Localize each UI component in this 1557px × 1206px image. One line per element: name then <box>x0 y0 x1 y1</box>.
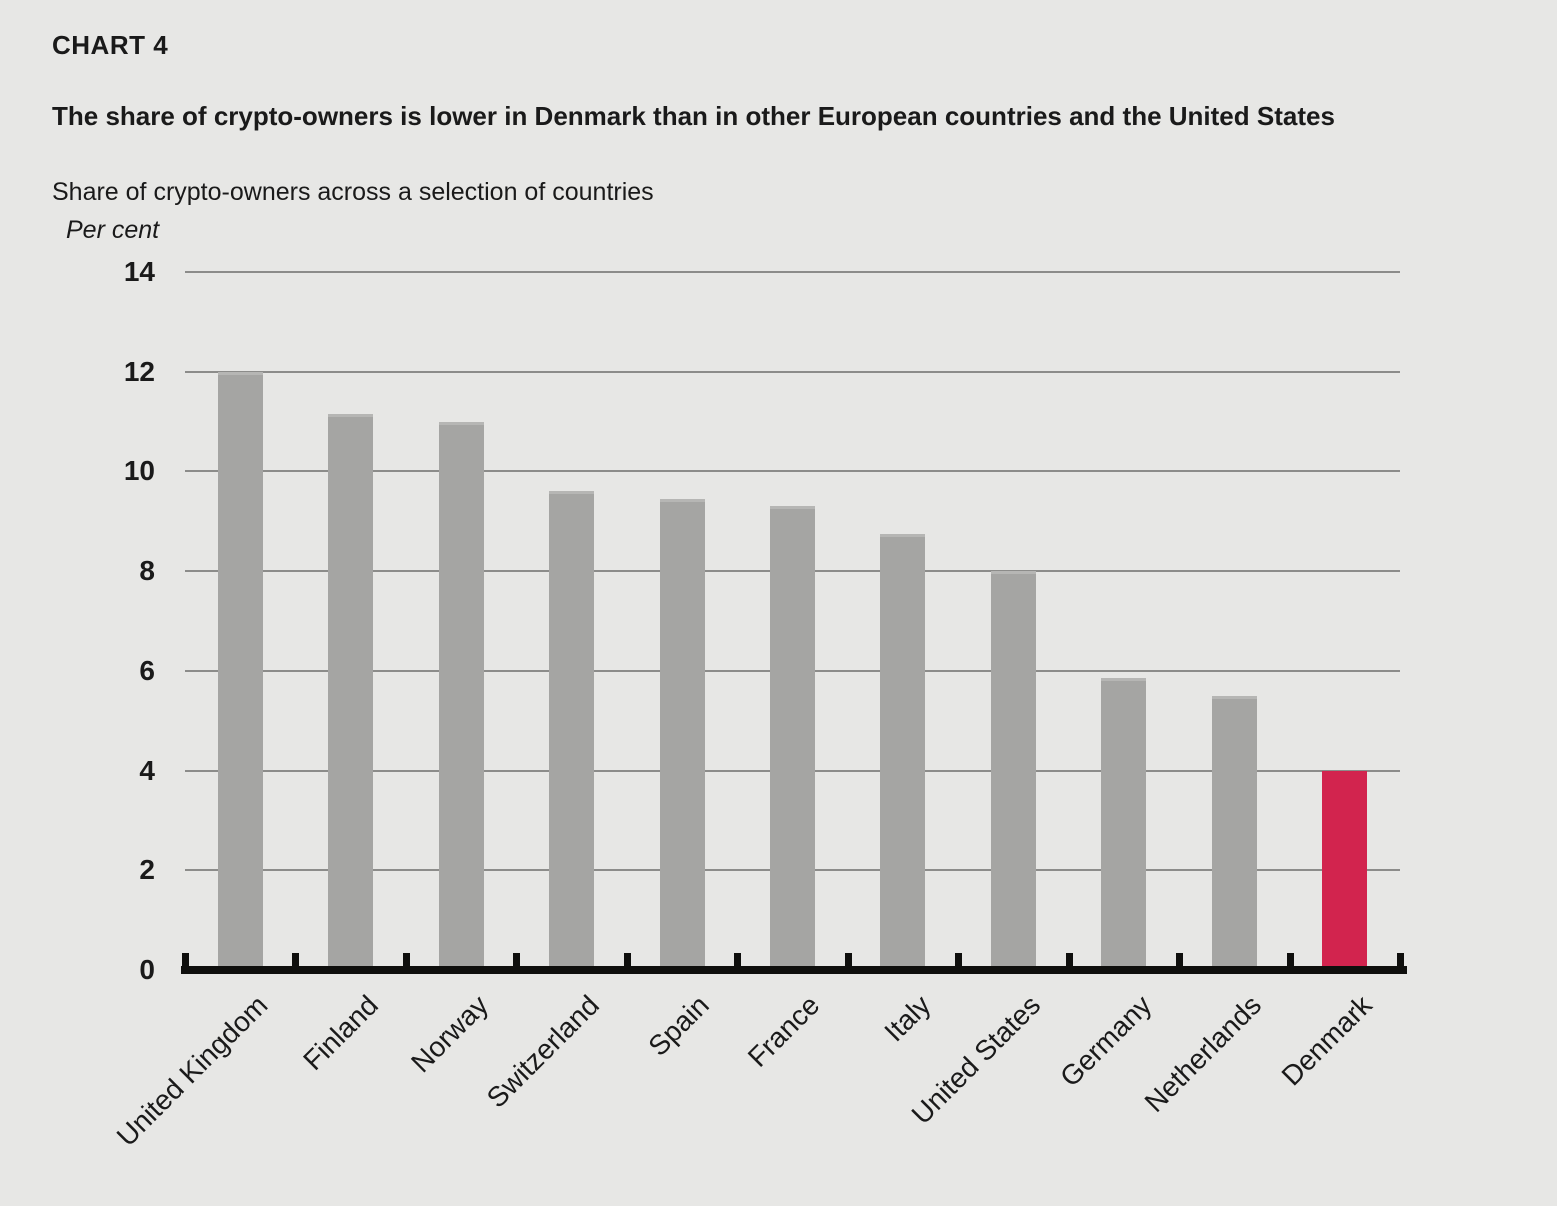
x-tick-label-germany: Germany <box>1053 989 1158 1093</box>
x-axis-tick <box>734 953 742 967</box>
x-tick-label-italy: Italy <box>877 989 937 1048</box>
plot-area: 0 2 4 6 8 10 12 14 United Kingdom Finland Norway Sw… <box>111 256 1407 1152</box>
bar-germany <box>1101 678 1147 970</box>
x-tick-label-united-kingdom: United Kingdom <box>110 989 274 1153</box>
bar-finland <box>328 414 374 970</box>
x-axis-tick <box>1286 953 1294 967</box>
x-tick-label-netherlands: Netherlands <box>1138 989 1268 1118</box>
x-axis-tick <box>182 953 189 967</box>
gridline-y-12 <box>185 370 1400 373</box>
chart-kicker: CHART 4 <box>52 30 169 60</box>
bar-denmark <box>1322 770 1368 970</box>
chart-subtitle: Share of crypto-owners across a selectio… <box>52 178 654 206</box>
x-tick-label-norway: Norway <box>405 989 495 1079</box>
bar-norway <box>438 421 484 970</box>
y-tick-label-6: 6 <box>139 654 155 686</box>
y-tick-label-0: 0 <box>139 954 155 985</box>
y-tick-label-4: 4 <box>139 754 155 786</box>
bar-netherlands <box>1211 695 1257 970</box>
x-axis-tick <box>1397 953 1404 967</box>
y-tick-label-14: 14 <box>123 256 155 287</box>
y-tick-label-10: 10 <box>123 455 155 487</box>
bar-spain <box>659 498 705 970</box>
x-axis-tick <box>402 953 410 967</box>
x-tick-label-france: France <box>742 989 826 1073</box>
x-axis-tick <box>844 953 852 967</box>
bar-united-kingdom <box>217 371 263 970</box>
x-axis-tick <box>513 953 521 967</box>
x-axis-tick <box>955 953 963 967</box>
gridline-y-14 <box>185 271 1400 273</box>
x-axis-tick <box>292 953 300 967</box>
x-axis-tick <box>1176 953 1184 967</box>
x-tick-label-denmark: Denmark <box>1275 989 1378 1092</box>
x-tick-label-spain: Spain <box>642 989 716 1062</box>
bar-italy <box>880 533 926 970</box>
y-tick-label-2: 2 <box>139 854 155 886</box>
x-axis-tick <box>1065 953 1073 967</box>
y-axis-unit-label: Per cent <box>66 216 160 244</box>
y-tick-label-12: 12 <box>123 355 155 387</box>
x-axis-line <box>181 966 1407 974</box>
y-tick-label-8: 8 <box>139 555 155 587</box>
bar-switzerland <box>549 491 595 970</box>
gridline-y-10 <box>185 470 1400 473</box>
x-axis-tick <box>623 953 631 967</box>
bar-france <box>770 506 815 970</box>
x-tick-label-switzerland: Switzerland <box>480 989 605 1114</box>
chart-title: The share of crypto-owners is lower in D… <box>52 101 1335 131</box>
x-tick-label-finland: Finland <box>297 989 384 1077</box>
bar-united-states <box>990 571 1036 970</box>
